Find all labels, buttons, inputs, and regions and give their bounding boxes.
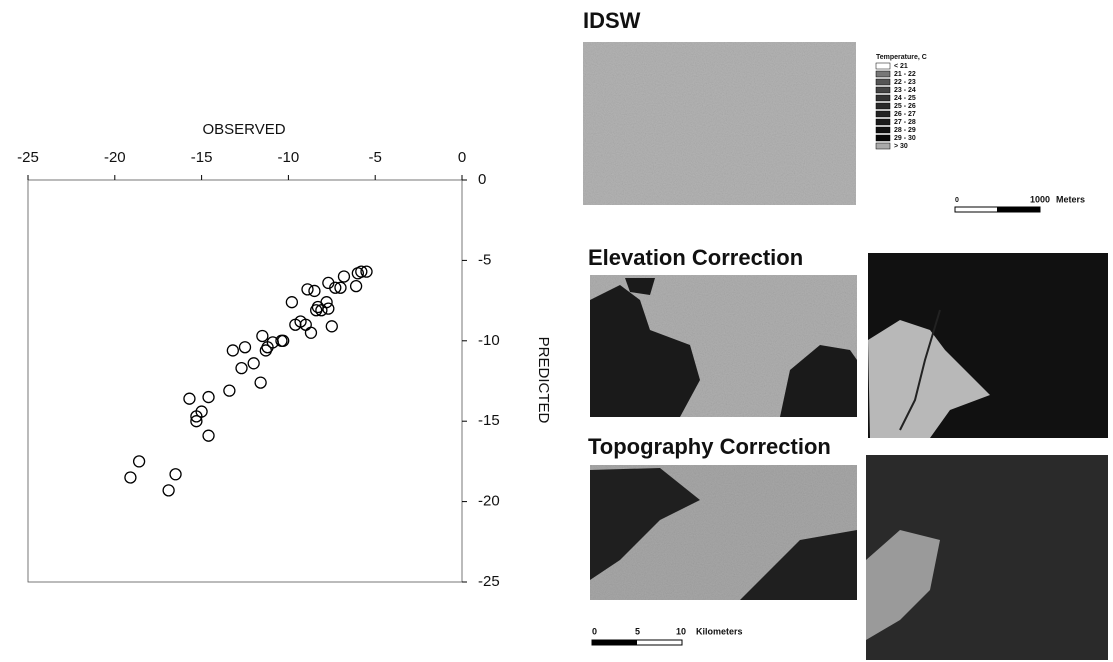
x-tick-label: 0: [458, 149, 466, 166]
legend-swatches: [875, 62, 891, 150]
point: [304, 326, 318, 339]
x-tick-label: -5: [369, 149, 382, 166]
x-tick-label: -15: [191, 149, 213, 166]
map-elevation: [590, 275, 857, 417]
y-tick-label: -25: [478, 573, 500, 590]
scale-unit: Meters: [1056, 194, 1085, 204]
legend-label: 23 - 24: [894, 87, 916, 94]
legend-title: Temperature, C: [876, 54, 927, 61]
y-axis-label: PREDICTED: [535, 337, 552, 424]
scale-label: 0: [592, 626, 597, 636]
point: [285, 296, 299, 309]
point: [360, 265, 373, 278]
point: [334, 281, 347, 294]
point: [322, 302, 335, 315]
y-tick-label: -5: [478, 251, 491, 268]
point: [337, 270, 351, 283]
x-tick-label: -10: [278, 149, 300, 166]
point: [124, 471, 137, 484]
legend-label: 27 - 28: [894, 119, 916, 126]
point: [226, 344, 239, 357]
legend-label: > 30: [894, 143, 908, 150]
legend-label: 21 - 22: [894, 71, 916, 78]
point: [349, 279, 363, 293]
y-tick-label: -20: [478, 493, 500, 510]
point: [325, 320, 338, 333]
panel-title: IDSW: [583, 8, 641, 33]
point: [162, 484, 175, 497]
point: [223, 384, 236, 397]
legend-label: 25 - 26: [894, 103, 916, 110]
scale-unit: Kilometers: [696, 626, 743, 636]
legend-label: < 21: [894, 63, 908, 70]
point: [195, 405, 208, 418]
point: [277, 334, 290, 347]
scale-label: 0: [955, 197, 959, 204]
point: [308, 284, 321, 298]
legend-label: 24 - 25: [894, 95, 916, 102]
point: [235, 361, 248, 375]
point: [254, 376, 267, 389]
y-tick-label: 0: [478, 171, 486, 188]
y-tick-label: -15: [478, 412, 500, 429]
map-topography-detail: [866, 455, 1108, 660]
panel-title: Elevation Correction: [588, 245, 803, 270]
y-tick-label: -10: [478, 332, 500, 349]
panel-title: Topography Correction: [588, 434, 831, 459]
map-elevation-detail: [868, 253, 1108, 438]
legend-label: 26 - 27: [894, 111, 916, 118]
x-axis-label: OBSERVED: [202, 121, 285, 138]
point: [355, 265, 368, 278]
x-tick-label: -20: [104, 149, 126, 166]
point: [202, 429, 215, 442]
map-topography: [590, 465, 857, 600]
scale-bar-graphics: [591, 206, 1041, 646]
point: [190, 415, 203, 428]
plot-frame: [27, 179, 463, 583]
point: [247, 357, 260, 370]
point: [169, 468, 182, 481]
scale-label: 10: [676, 626, 686, 636]
point: [183, 392, 196, 405]
scale-label: 1000: [1030, 194, 1050, 204]
map-images: [583, 42, 1108, 660]
scale-label: 5: [635, 626, 640, 636]
x-tick-label: -25: [17, 149, 39, 166]
point: [202, 390, 215, 404]
map-idsw: [583, 42, 856, 205]
legend-label: 22 - 23: [894, 79, 916, 86]
point: [132, 455, 146, 468]
point: [256, 329, 269, 343]
point: [301, 283, 314, 296]
point: [320, 296, 333, 309]
point: [238, 341, 252, 354]
legend-label: 29 - 30: [894, 135, 916, 142]
legend-label: 28 - 29: [894, 127, 916, 134]
point: [329, 281, 342, 294]
